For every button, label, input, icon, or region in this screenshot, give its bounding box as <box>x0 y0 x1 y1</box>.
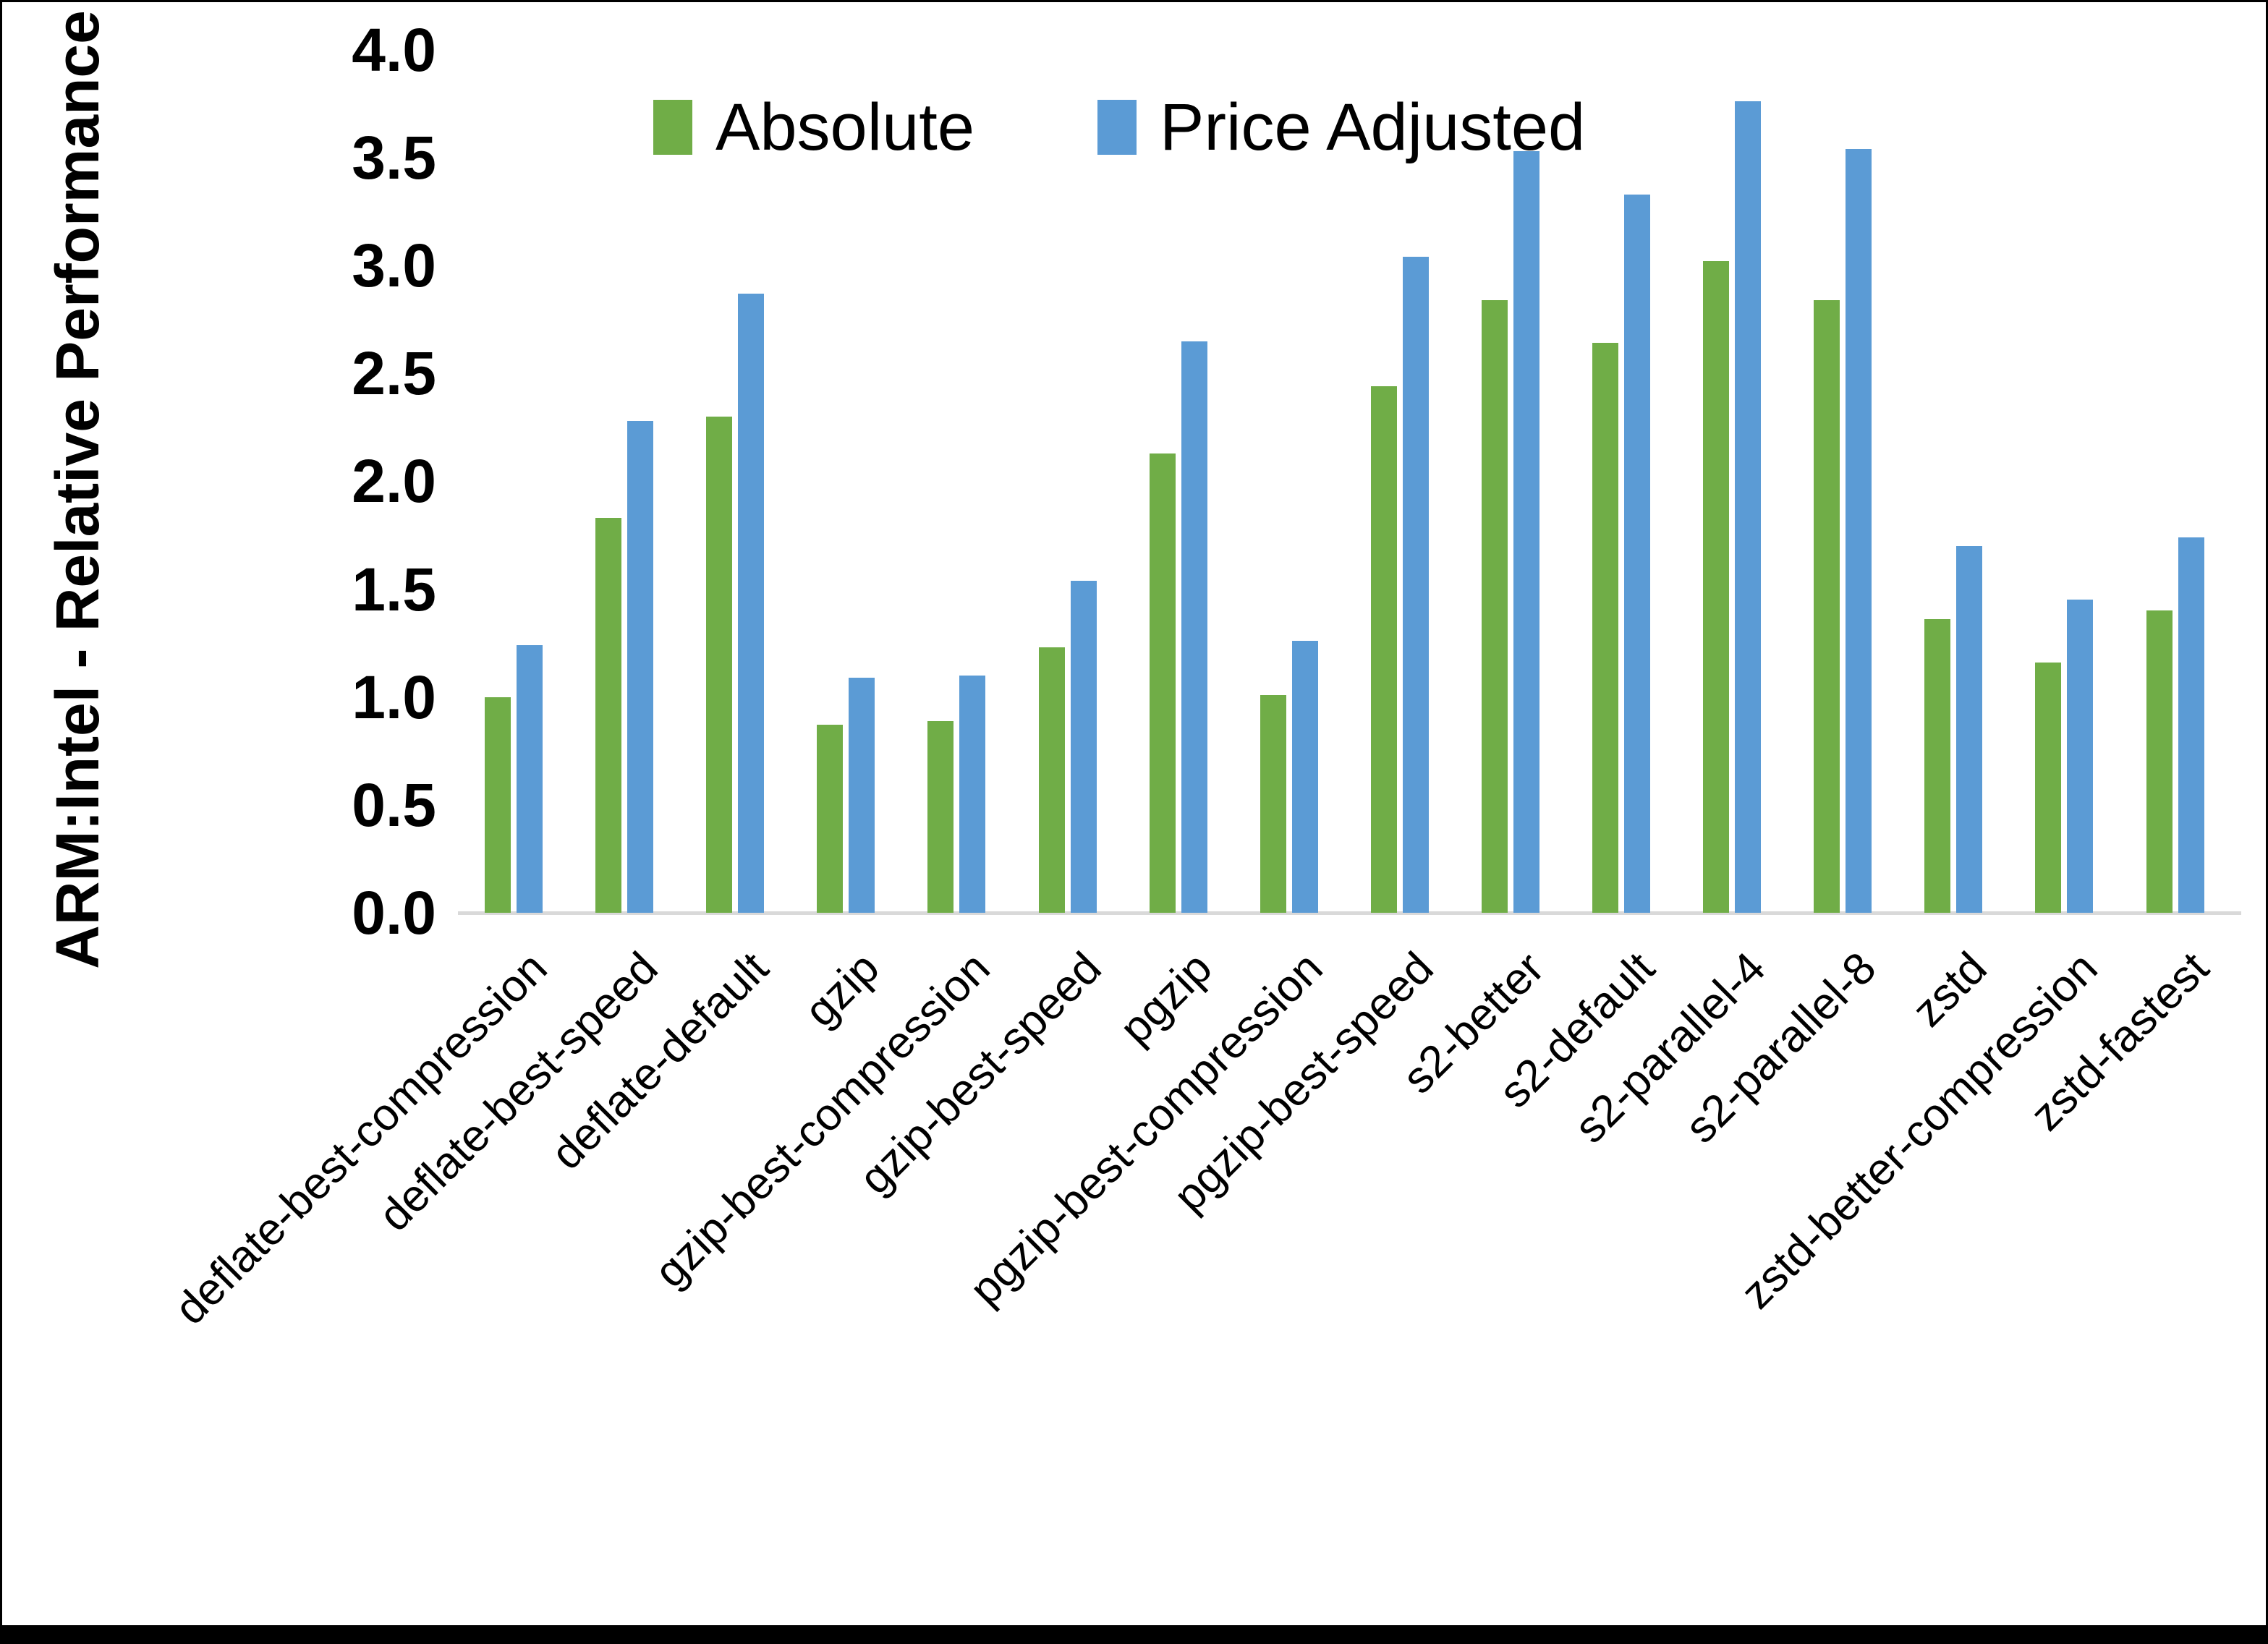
bar-price-adjusted-gzip-best-speed <box>1071 581 1097 913</box>
bar-absolute-s2-parallel-8 <box>1814 300 1840 913</box>
legend: Absolute Price Adjusted <box>653 88 1585 167</box>
bar-absolute-pgzip <box>1150 453 1176 913</box>
y-tick-label-2.0: 2.0 <box>352 447 436 516</box>
y-tick-label-0.5: 0.5 <box>352 770 436 839</box>
legend-price-adjusted-label: Price Adjusted <box>1160 90 1586 164</box>
legend-item-price-adjusted: Price Adjusted <box>1097 88 1585 167</box>
bar-price-adjusted-s2-better <box>1513 151 1539 913</box>
bottom-border-bar <box>2 1625 2266 1644</box>
y-tick-label-3.0: 3.0 <box>352 231 436 300</box>
bar-price-adjusted-gzip <box>849 678 875 913</box>
bar-absolute-deflate-default <box>706 417 732 913</box>
bar-price-adjusted-zstd-fastest <box>2178 537 2204 913</box>
bar-price-adjusted-zstd-better-compression <box>2067 600 2093 913</box>
bar-price-adjusted-s2-default <box>1624 195 1650 913</box>
bar-price-adjusted-deflate-best-speed <box>627 421 653 913</box>
legend-absolute-swatch <box>653 100 692 155</box>
bar-absolute-zstd-better-compression <box>2035 663 2061 913</box>
bar-price-adjusted-pgzip-best-speed <box>1403 257 1429 913</box>
bar-absolute-s2-parallel-4 <box>1703 261 1729 913</box>
y-tick-label-1.0: 1.0 <box>352 663 436 731</box>
bar-price-adjusted-zstd <box>1956 546 1982 913</box>
x-axis-baseline <box>458 911 2241 915</box>
y-tick-label-2.5: 2.5 <box>352 339 436 408</box>
bar-absolute-deflate-best-compression <box>485 697 511 913</box>
bar-absolute-pgzip-best-speed <box>1371 386 1397 913</box>
bar-absolute-s2-default <box>1592 343 1618 913</box>
bar-absolute-pgzip-best-compression <box>1260 695 1286 913</box>
y-tick-label-0.0: 0.0 <box>352 879 436 947</box>
bar-price-adjusted-pgzip <box>1181 341 1207 913</box>
bar-absolute-gzip-best-compression <box>927 721 954 913</box>
bar-absolute-s2-better <box>1482 300 1508 913</box>
bar-absolute-zstd-fastest <box>2146 610 2173 913</box>
bar-price-adjusted-deflate-best-compression <box>517 645 543 913</box>
bar-price-adjusted-gzip-best-compression <box>959 676 985 913</box>
bar-price-adjusted-s2-parallel-4 <box>1735 101 1761 913</box>
legend-item-absolute: Absolute <box>653 88 974 167</box>
bar-price-adjusted-s2-parallel-8 <box>1846 149 1872 913</box>
y-tick-label-1.5: 1.5 <box>352 555 436 623</box>
legend-price-adjusted-swatch <box>1097 100 1137 155</box>
bar-price-adjusted-pgzip-best-compression <box>1292 641 1318 913</box>
bar-absolute-gzip <box>817 725 843 913</box>
bar-absolute-zstd <box>1924 619 1950 913</box>
y-tick-label-3.5: 3.5 <box>352 123 436 192</box>
y-tick-label-4.0: 4.0 <box>352 15 436 84</box>
y-axis-title: ARM:Intel - Relative Performance <box>43 10 111 969</box>
legend-absolute-label: Absolute <box>715 90 975 164</box>
bar-absolute-deflate-best-speed <box>595 518 621 913</box>
bar-absolute-gzip-best-speed <box>1039 647 1065 913</box>
bar-price-adjusted-deflate-default <box>738 294 764 913</box>
